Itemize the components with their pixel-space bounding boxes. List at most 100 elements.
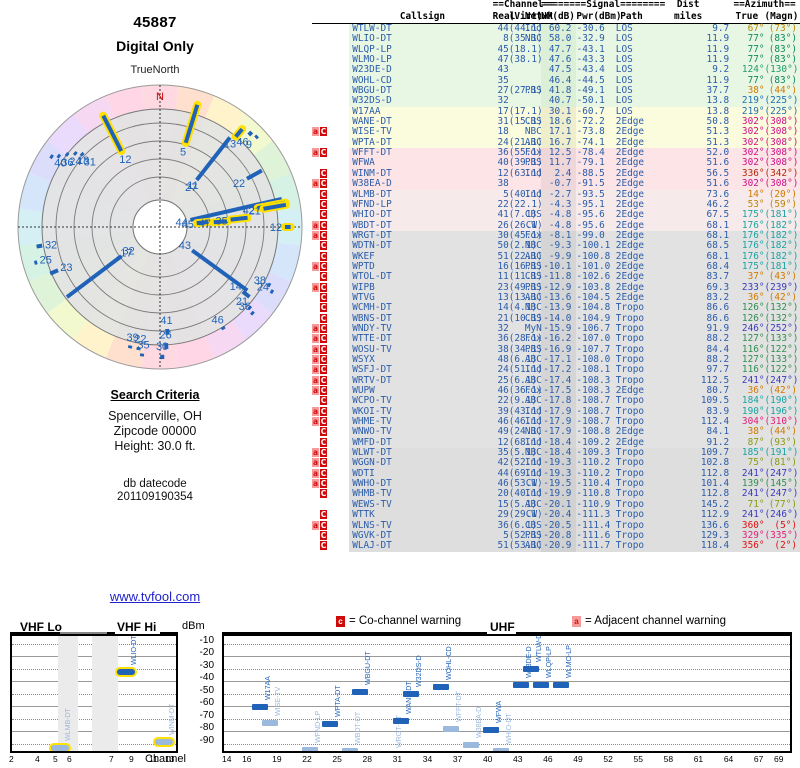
- signal-bar[interactable]: [117, 669, 135, 676]
- signal-bar[interactable]: [523, 666, 540, 673]
- table-row[interactable]: C WBNS-DT21(10.1)CBS-14.0-104.9Tropo86.61…: [312, 313, 800, 324]
- station-radial[interactable]: [250, 310, 255, 316]
- table-row[interactable]: aCWSFJ-DT24(51.1)Ind-17.2-108.1Tropo97.7…: [312, 364, 800, 376]
- station-radial[interactable]: [263, 202, 287, 211]
- station-radial[interactable]: [33, 260, 38, 265]
- table-row[interactable]: W32DS-D 32 40.7 -50.1 LOS 13.8 219° (225°): [312, 96, 800, 107]
- table-row[interactable]: a C WSYX 48 (6.1) ABC -17.1 -108.0 Tropo 88.2 127°…: [312, 354, 800, 366]
- table-row[interactable]: aCWPTD16(16.1)PBS-10.1-101.02Edge68.4175…: [312, 261, 800, 273]
- table-row[interactable]: C WCPO-TV 22 (9.1) ABC -17.8 -108.7 Tropo 109.5 1…: [312, 396, 800, 407]
- table-row[interactable]: C WINM-DT12(63.1)Ind2.4-88.52Edge56.5336°…: [312, 168, 800, 180]
- table-row[interactable]: C WLAJ-DT51(53.1)ABC-20.9-111.7Tropo118.4…: [312, 540, 800, 552]
- signal-bar[interactable]: [462, 742, 479, 749]
- station-radial[interactable]: [269, 289, 275, 295]
- table-row[interactable]: CWHMB-TV20(40.1)Ind-19.9-110.8Tropo112.8…: [312, 489, 800, 500]
- station-radial[interactable]: [116, 254, 123, 261]
- station-radial[interactable]: [56, 153, 62, 159]
- table-row[interactable]: aCWBDT-DT26(26.1)CW-4.8-95.62Edge68.1176…: [312, 220, 800, 231]
- station-radial[interactable]: [127, 345, 133, 349]
- table-row[interactable]: a C WLNS-TV 36 (6.1) CBS -20.5 -111.4 Tropo 136.6…: [312, 520, 800, 531]
- station-radial[interactable]: [196, 219, 209, 226]
- table-row[interactable]: CWTVG13(13.1)ABC-13.6-104.52Edge83.236°(…: [312, 292, 800, 304]
- table-row[interactable]: C WHIO-DT 41 (7.1) CBS -4.8 -95.6 2Edge 67.5 175°…: [312, 209, 800, 221]
- station-radial[interactable]: [64, 151, 70, 157]
- column-header-real[interactable]: Real: [492, 10, 516, 24]
- station-radial[interactable]: [245, 168, 263, 181]
- signal-bar[interactable]: [252, 703, 269, 710]
- tvfool-site-link[interactable]: www.tvfool.com: [109, 589, 201, 604]
- signal-bar[interactable]: [402, 690, 419, 697]
- station-radial[interactable]: [247, 305, 253, 311]
- station-radial[interactable]: [79, 151, 85, 157]
- table-row[interactable]: W23DE-D 43 47.5 -43.4 LOS 9.2 124° (130°): [312, 65, 800, 76]
- signal-bar[interactable]: [155, 738, 173, 745]
- signal-bar[interactable]: [392, 718, 409, 725]
- table-row[interactable]: C WFND-LP22(22.1)-4.3-95.12Edge46.253°(59…: [312, 199, 800, 211]
- station-radial[interactable]: [230, 215, 248, 222]
- signal-bar[interactable]: [432, 683, 449, 690]
- station-radial[interactable]: [36, 243, 43, 249]
- station-radial[interactable]: [220, 325, 226, 331]
- table-row[interactable]: a C WLWT-DT 35 (5.1) NBC -18.4 -109.3 Tropo 109.7…: [312, 447, 800, 459]
- table-row[interactable]: WPTA-DT24(21.1)ABC16.7-74.12Edge51.3302°…: [312, 137, 800, 149]
- station-radial[interactable]: [183, 104, 200, 144]
- station-radial[interactable]: [234, 127, 244, 138]
- station-radial[interactable]: [241, 290, 251, 299]
- signal-bar[interactable]: [322, 720, 339, 727]
- table-row[interactable]: aCWOSU-TV38(34.1)PBS-16.9-107.7Tropo84.4…: [312, 344, 800, 355]
- table-row[interactable]: aCWHME-TV46(46.1)Ind-17.9-108.7Tropo112.…: [312, 416, 800, 428]
- signal-bar[interactable]: [262, 720, 279, 727]
- signal-bar[interactable]: [352, 689, 369, 696]
- table-row[interactable]: WEWS-TV 15 (5.1) ABC -20.1 -110.9 Tropo 145.2 71…: [312, 499, 800, 511]
- table-row[interactable]: aCWIPB23(49.1)PBS-12.9-103.82Edge69.3233…: [312, 282, 800, 293]
- table-row[interactable]: WTLW-DT44(44.1)Ind60.2-30.6LOS9.767°(73°…: [312, 23, 800, 35]
- column-header-pwr[interactable]: Pwr(dBm): [576, 10, 622, 24]
- station-radial[interactable]: [49, 154, 54, 160]
- table-row[interactable]: CWGVK-DT5(52.1)PBS-20.8-111.6Tropo129.33…: [312, 530, 800, 542]
- station-radial[interactable]: [190, 248, 249, 293]
- table-row[interactable]: aCWGGN-DT42(52.1)Ind-19.3-110.2Tropo102.…: [312, 458, 800, 469]
- table-row[interactable]: aCWRGT-DT30(45.1)Fox-8.1-99.02Edge68.117…: [312, 230, 800, 242]
- signal-bar[interactable]: [482, 726, 499, 733]
- table-row[interactable]: WBGU-DT27(27.1)PBS41.8-49.1LOS37.738°(44…: [312, 85, 800, 97]
- station-radial[interactable]: [247, 130, 254, 137]
- station-radial[interactable]: [72, 150, 78, 156]
- table-row[interactable]: WANE-DT31(15.1)CBS18.6-72.22Edge50.8302°…: [312, 116, 800, 128]
- table-row[interactable]: CWNWO-TV49(24.1)NBC-17.9-108.82Edge84.13…: [312, 427, 800, 438]
- signal-bar[interactable]: [302, 746, 319, 751]
- column-header-true[interactable]: True: [729, 11, 765, 24]
- signal-bar[interactable]: [513, 682, 530, 689]
- column-header-nm[interactable]: NM(dB): [541, 10, 577, 24]
- table-row[interactable]: aCWTTE-DT36(28.1)Fox-16.2-107.0Tropo88.2…: [312, 333, 800, 345]
- table-row[interactable]: CWMFD-DT12(68.1)Ind-18.4-109.22Edge91.28…: [312, 437, 800, 449]
- column-header-virt[interactable]: (Virt): [508, 10, 543, 24]
- table-row[interactable]: WLIO-DT8(35.1)NBC58.0-32.9LOS11.977°(83°…: [312, 33, 800, 45]
- table-row[interactable]: aCWFFT-DT36(55.1)Fox12.5-78.42Edge52.030…: [312, 147, 800, 159]
- table-row[interactable]: C WTTK29(29.1)CW-20.4-111.3Tropo112.9241°…: [312, 509, 800, 521]
- table-row[interactable]: CWKEF51(22.1)ABC-9.9-100.82Edge68.1176°(…: [312, 251, 800, 262]
- table-row[interactable]: WFWA40(39.1)PBS11.7-79.12Edge51.6302°(30…: [312, 158, 800, 169]
- column-header-callsign[interactable]: Callsign: [349, 11, 493, 24]
- station-radial[interactable]: [254, 134, 259, 140]
- station-radial[interactable]: [101, 114, 124, 152]
- table-row[interactable]: a C WISE-TV 18 NBC 17.1 -73.8 2Edge 51.3 302° (308…: [312, 127, 800, 138]
- table-row[interactable]: aCWKOI-TV39(43.1)Ind-17.9-108.7Tropo83.9…: [312, 406, 800, 418]
- table-row[interactable]: aCWUPW46(36.1)Fox-17.5-108.32Edge80.736°…: [312, 385, 800, 397]
- signal-bar[interactable]: [533, 681, 550, 688]
- station-radial[interactable]: [213, 219, 229, 225]
- station-radial[interactable]: [196, 136, 232, 179]
- column-header-netwk[interactable]: Netwk: [524, 10, 554, 24]
- table-row[interactable]: CWTOL-DT11(11.1)CBS-11.8-102.62Edge83.73…: [312, 271, 800, 283]
- table-row[interactable]: a C WRTV-DT 25 (6.1) ABC -17.4 -108.3 Tropo 112.5…: [312, 375, 800, 387]
- table-row[interactable]: C WCMH-DT 14 (4.1) NBC -13.9 -104.8 Tropo 86.6 12…: [312, 302, 800, 314]
- signal-bar[interactable]: [342, 747, 359, 751]
- signal-bar[interactable]: [51, 744, 69, 751]
- table-row[interactable]: aCWDTI44(69.1)Ind-19.3-110.2Tropo112.824…: [312, 468, 800, 480]
- signal-bar[interactable]: [492, 747, 509, 751]
- column-header-path[interactable]: Path: [611, 11, 648, 24]
- station-radial[interactable]: [266, 282, 272, 288]
- table-row[interactable]: a C WNDY-TV 32 MyN -15.9 -106.7 Tropo 91.9 246° (2…: [312, 323, 800, 335]
